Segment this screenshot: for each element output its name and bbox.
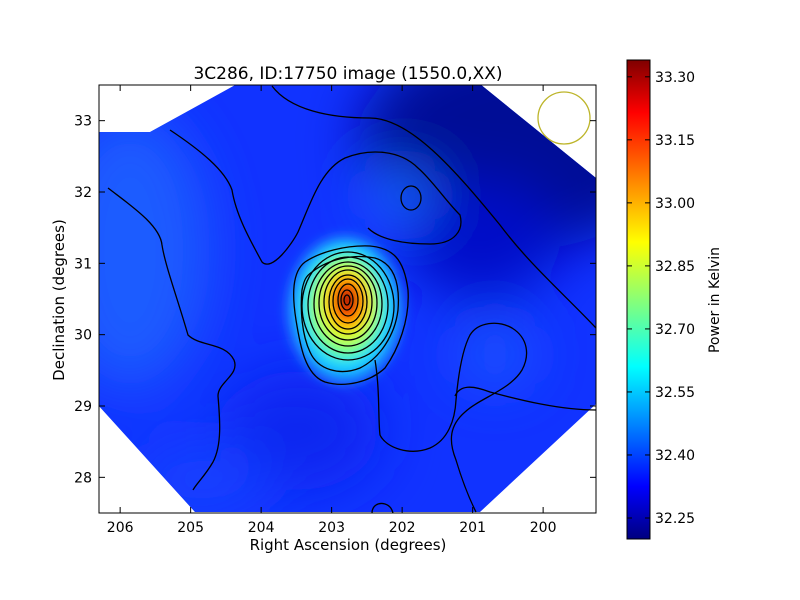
contour-source-12 (343, 294, 351, 306)
colorbar-ticks: 32.25 32.40 32.55 32.70 32.85 33.00 33.15 33.30 (627, 70, 695, 527)
contour-source-10 (337, 283, 359, 317)
contour-source-2 (300, 255, 400, 373)
y-tick-label: 28 (74, 470, 92, 486)
colorbar-tick-label: 32.85 (655, 259, 695, 275)
contour-secondary-source (400, 185, 422, 211)
contour-source-outer (293, 245, 409, 385)
contour-bottom (371, 502, 394, 513)
colorbar-tick-label: 33.15 (655, 133, 695, 149)
x-tick-label: 204 (248, 520, 275, 536)
x-tick-label: 206 (107, 520, 134, 536)
y-tick-label: 32 (74, 185, 92, 201)
heatmap-image (99, 85, 596, 512)
x-tick-label: 200 (530, 520, 557, 536)
colorbar-tick-label: 32.55 (655, 385, 695, 401)
contour-boundary-upper (271, 85, 596, 329)
x-tick-label: 201 (459, 520, 486, 536)
contour-source-9 (332, 278, 364, 324)
contour-source-7 (323, 269, 373, 335)
colorbar-tick-label: 33.00 (655, 196, 695, 212)
contour-source-3 (301, 251, 395, 361)
chart-title: 3C286, ID:17750 image (1550.0,XX) (193, 64, 502, 84)
colorbar (626, 59, 651, 540)
y-tick-label: 31 (74, 256, 92, 272)
y-tick-label: 33 (74, 114, 92, 130)
axes-frame (98, 84, 597, 514)
y-tick-label: 29 (74, 399, 92, 415)
contour-source-4 (307, 256, 389, 354)
y-axis-ticks: 28 29 30 31 32 33 (74, 114, 596, 486)
x-tick-label: 203 (318, 520, 345, 536)
beam-circle (537, 91, 591, 145)
contour-source-5 (313, 261, 383, 347)
y-tick-label: 30 (74, 328, 92, 344)
colorbar-tick-label: 32.25 (655, 511, 695, 527)
x-axis-ticks: 206 205 204 203 202 201 200 (107, 85, 557, 536)
x-tick-label: 205 (177, 520, 204, 536)
contour-lines (107, 85, 596, 513)
colorbar-label: Power in Kelvin (707, 247, 723, 353)
x-axis-label: Right Ascension (degrees) (250, 536, 447, 554)
colorbar-tick-label: 32.70 (655, 322, 695, 338)
colorbar-tick-label: 32.40 (655, 448, 695, 464)
contour-left-upper (169, 129, 462, 265)
contour-right-lower (374, 322, 528, 513)
contour-source-11 (340, 289, 354, 311)
colorbar-tick-label: 33.30 (655, 70, 695, 86)
contour-source-6 (318, 265, 378, 341)
contour-left (107, 187, 236, 491)
x-tick-label: 202 (389, 520, 416, 536)
contour-source-8 (328, 274, 368, 330)
y-axis-label: Declination (degrees) (50, 219, 68, 381)
